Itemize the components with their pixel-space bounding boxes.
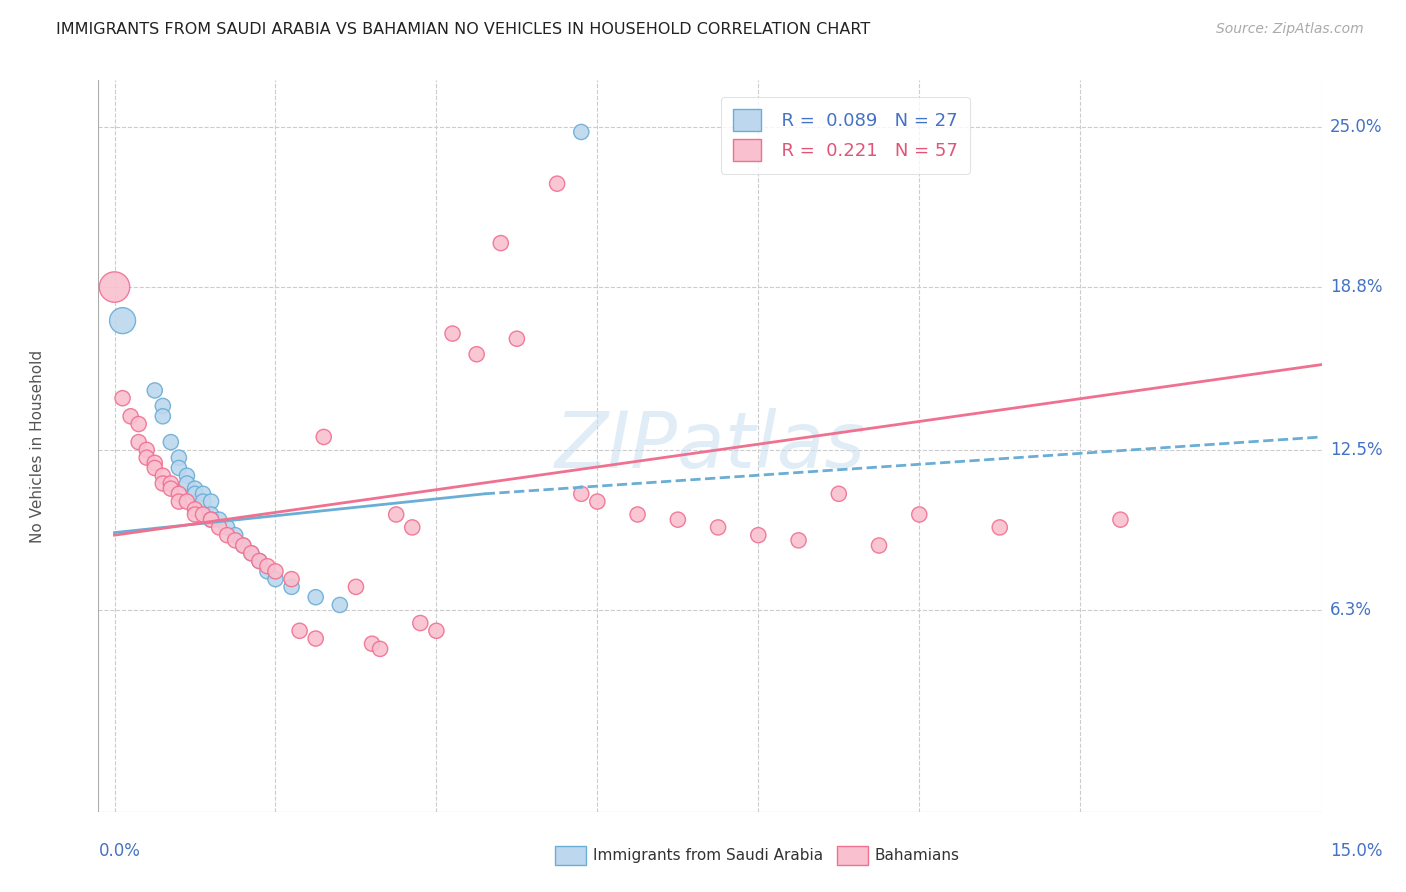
Point: [232, 539, 254, 553]
Point: [232, 539, 254, 553]
Point: [586, 494, 609, 508]
Point: [385, 508, 408, 522]
Point: [240, 546, 263, 560]
Point: [128, 435, 150, 450]
Point: [143, 456, 166, 470]
Point: [143, 384, 166, 398]
Point: [280, 580, 302, 594]
Text: 18.8%: 18.8%: [1330, 278, 1382, 296]
Point: [506, 332, 529, 346]
Point: [176, 476, 198, 491]
Point: [120, 409, 142, 424]
Point: [546, 177, 568, 191]
Point: [103, 280, 125, 294]
Point: [224, 528, 246, 542]
Point: [191, 508, 214, 522]
Point: [128, 417, 150, 431]
Point: [208, 513, 231, 527]
Point: [828, 487, 851, 501]
Point: [191, 487, 214, 501]
Point: [184, 482, 207, 496]
Point: [224, 533, 246, 548]
Text: 12.5%: 12.5%: [1330, 441, 1382, 458]
Point: [666, 513, 689, 527]
Point: [256, 559, 278, 574]
Point: [217, 528, 239, 542]
Point: [184, 508, 207, 522]
Point: [441, 326, 464, 341]
Point: [305, 632, 328, 646]
Point: [401, 520, 423, 534]
Point: [247, 554, 270, 568]
Point: [160, 476, 183, 491]
Point: [908, 508, 931, 522]
Point: [167, 494, 190, 508]
Point: [264, 572, 287, 586]
Text: 15.0%: 15.0%: [1330, 842, 1382, 860]
Legend:   R =  0.089   N = 27,   R =  0.221   N = 57: R = 0.089 N = 27, R = 0.221 N = 57: [721, 96, 970, 174]
Point: [465, 347, 488, 361]
Point: [176, 494, 198, 508]
Point: [152, 468, 174, 483]
Point: [1109, 513, 1132, 527]
Point: [361, 637, 384, 651]
Point: [111, 391, 134, 405]
Point: [167, 487, 190, 501]
Point: [160, 482, 183, 496]
Point: [988, 520, 1011, 534]
Point: [200, 513, 222, 527]
Point: [489, 236, 512, 251]
Point: [312, 430, 335, 444]
Text: IMMIGRANTS FROM SAUDI ARABIA VS BAHAMIAN NO VEHICLES IN HOUSEHOLD CORRELATION CH: IMMIGRANTS FROM SAUDI ARABIA VS BAHAMIAN…: [56, 22, 870, 37]
Point: [184, 487, 207, 501]
Point: [208, 520, 231, 534]
Point: [184, 502, 207, 516]
Text: 25.0%: 25.0%: [1330, 118, 1382, 136]
Point: [160, 435, 183, 450]
Point: [135, 450, 157, 465]
Text: No Vehicles in Household: No Vehicles in Household: [30, 350, 45, 542]
Point: [135, 442, 157, 457]
Text: Source: ZipAtlas.com: Source: ZipAtlas.com: [1216, 22, 1364, 37]
Text: ZIPatlas: ZIPatlas: [554, 408, 866, 484]
Point: [747, 528, 769, 542]
Point: [200, 513, 222, 527]
Text: Bahamians: Bahamians: [875, 848, 959, 863]
Point: [329, 598, 352, 612]
Point: [191, 494, 214, 508]
Point: [256, 565, 278, 579]
Point: [200, 508, 222, 522]
Point: [152, 476, 174, 491]
Point: [344, 580, 367, 594]
Point: [176, 468, 198, 483]
Point: [368, 641, 391, 656]
Point: [152, 399, 174, 413]
Point: [247, 554, 270, 568]
Point: [111, 313, 134, 327]
Point: [217, 520, 239, 534]
Text: Immigrants from Saudi Arabia: Immigrants from Saudi Arabia: [593, 848, 824, 863]
Text: 0.0%: 0.0%: [98, 842, 141, 860]
Point: [264, 565, 287, 579]
Point: [152, 409, 174, 424]
Point: [868, 539, 890, 553]
Text: 6.3%: 6.3%: [1330, 601, 1372, 619]
Point: [280, 572, 302, 586]
Point: [200, 494, 222, 508]
Point: [305, 591, 328, 605]
Point: [569, 125, 592, 139]
Point: [707, 520, 730, 534]
Point: [288, 624, 311, 638]
Point: [409, 615, 432, 630]
Point: [143, 461, 166, 475]
Point: [626, 508, 648, 522]
Point: [569, 487, 592, 501]
Point: [167, 461, 190, 475]
Point: [787, 533, 810, 548]
Point: [240, 546, 263, 560]
Point: [167, 450, 190, 465]
Point: [425, 624, 447, 638]
